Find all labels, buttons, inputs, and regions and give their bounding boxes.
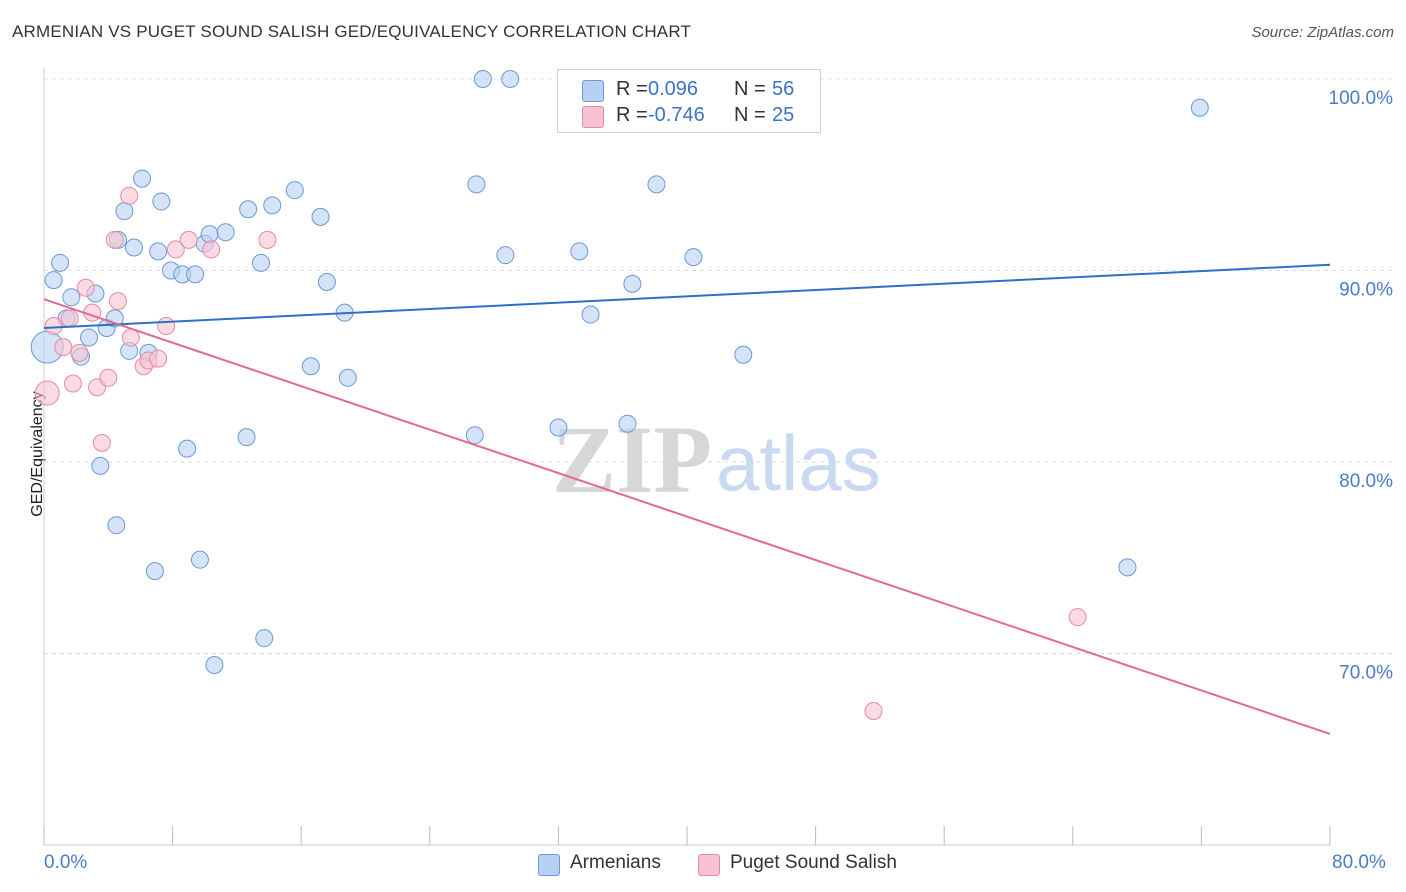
- x-max-label: 80.0%: [1332, 852, 1386, 873]
- r-value: 0.096: [648, 78, 699, 100]
- y-tick-label: 80.0%: [1339, 471, 1393, 492]
- point-puget-sound-salish: [63, 374, 82, 393]
- point-armenians: [301, 357, 320, 376]
- x-min-label: 0.0%: [44, 852, 88, 873]
- y-tick-label: 90.0%: [1339, 280, 1393, 301]
- point-puget-sound-salish: [149, 349, 168, 368]
- y-tick-labels: 100.0% 90.0% 80.0% 70.0%: [1329, 88, 1394, 684]
- point-armenians: [190, 550, 209, 569]
- stats-legend: R = 0.096 N = 56 R = -0.746 N = 25: [557, 69, 821, 133]
- point-armenians: [133, 169, 152, 188]
- n-label: N =: [734, 104, 766, 126]
- trend-line-puget-sound-salish: [43, 298, 1331, 735]
- trend-lines: [43, 263, 1331, 735]
- n-value: 25: [772, 104, 795, 126]
- point-puget-sound-salish: [105, 230, 124, 249]
- point-puget-sound-salish: [54, 338, 73, 357]
- point-armenians: [473, 70, 492, 88]
- point-puget-sound-salish: [864, 701, 883, 720]
- n-label: N =: [734, 78, 766, 100]
- point-puget-sound-salish: [60, 309, 79, 328]
- point-armenians: [239, 200, 258, 219]
- point-puget-sound-salish: [157, 317, 176, 336]
- point-armenians: [618, 414, 637, 433]
- point-armenians: [285, 181, 304, 200]
- watermark-atlas: atlas: [716, 419, 881, 507]
- r-label: R =: [616, 104, 648, 126]
- point-armenians: [200, 225, 219, 244]
- legend-swatch-blue: [538, 854, 560, 876]
- source-label: Source: ZipAtlas.com: [1251, 24, 1394, 41]
- point-armenians: [1190, 98, 1209, 117]
- point-puget-sound-salish: [1068, 608, 1087, 627]
- trend-line-armenians: [43, 263, 1331, 329]
- point-puget-sound-salish: [202, 240, 221, 259]
- legend-swatch-blue: [582, 80, 604, 102]
- point-armenians: [496, 246, 515, 265]
- point-armenians: [44, 271, 63, 290]
- point-armenians: [252, 253, 271, 272]
- point-armenians: [623, 274, 642, 293]
- stats-row-puget: R = -0.746 N = 25: [558, 104, 820, 132]
- point-armenians: [145, 562, 164, 581]
- point-armenians: [125, 238, 144, 257]
- point-armenians: [186, 265, 205, 284]
- chart-title: ARMENIAN VS PUGET SOUND SALISH GED/EQUIV…: [12, 22, 692, 41]
- point-armenians: [115, 202, 134, 221]
- r-value: -0.746: [648, 104, 705, 126]
- point-armenians: [465, 426, 484, 445]
- data-points: [30, 70, 1209, 720]
- point-puget-sound-salish: [76, 278, 95, 297]
- point-armenians: [216, 223, 235, 242]
- point-armenians: [91, 456, 110, 475]
- y-tick-label: 100.0%: [1329, 88, 1394, 109]
- point-armenians: [501, 70, 520, 88]
- point-puget-sound-salish: [166, 240, 185, 259]
- point-armenians: [62, 288, 81, 307]
- point-puget-sound-salish: [99, 368, 118, 387]
- legend-label: Puget Sound Salish: [730, 852, 897, 873]
- point-armenians: [570, 242, 589, 261]
- legend-swatch-pink: [698, 854, 720, 876]
- point-armenians: [1118, 558, 1137, 577]
- point-armenians: [317, 272, 336, 291]
- y-tick-label: 70.0%: [1339, 663, 1393, 684]
- point-puget-sound-salish: [179, 230, 198, 249]
- point-armenians: [51, 253, 70, 272]
- point-puget-sound-salish: [70, 343, 89, 362]
- point-armenians: [149, 242, 168, 261]
- stats-row-armenians: R = 0.096 N = 56: [558, 78, 820, 106]
- point-armenians: [549, 418, 568, 437]
- point-armenians: [647, 175, 666, 194]
- legend-swatch-pink: [582, 106, 604, 128]
- point-armenians: [734, 345, 753, 364]
- point-armenians: [338, 368, 357, 387]
- point-puget-sound-salish: [258, 230, 277, 249]
- point-armenians: [237, 428, 256, 447]
- point-armenians: [152, 192, 171, 211]
- point-armenians: [581, 305, 600, 324]
- point-armenians: [205, 655, 224, 674]
- legend-label: Armenians: [570, 852, 661, 873]
- point-armenians: [467, 175, 486, 194]
- axes: [43, 68, 1331, 846]
- point-armenians: [255, 629, 274, 648]
- point-puget-sound-salish: [108, 292, 127, 311]
- r-label: R =: [616, 78, 648, 100]
- point-puget-sound-salish: [34, 380, 60, 406]
- point-puget-sound-salish: [92, 433, 111, 452]
- point-armenians: [311, 207, 330, 226]
- n-value: 56: [772, 78, 795, 100]
- point-armenians: [80, 328, 99, 347]
- watermark: ZIP atlas: [552, 406, 881, 513]
- point-armenians: [263, 196, 282, 215]
- point-puget-sound-salish: [44, 317, 63, 336]
- point-puget-sound-salish: [120, 186, 139, 205]
- point-armenians: [684, 248, 703, 267]
- point-armenians: [178, 439, 197, 458]
- point-armenians: [107, 516, 126, 535]
- grid-lines: [44, 78, 1392, 654]
